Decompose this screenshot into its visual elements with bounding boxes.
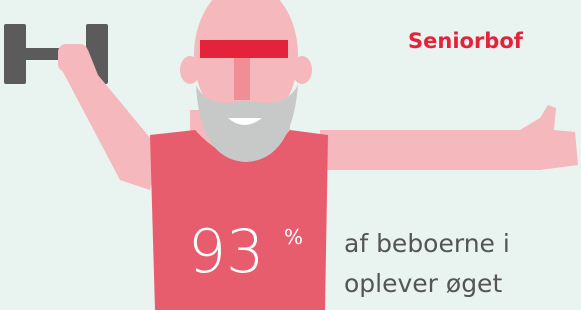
ear (180, 56, 200, 84)
stat-unit: % (284, 225, 303, 249)
stat-number: 93 (188, 217, 264, 287)
caption-line: oplever øget (344, 269, 502, 298)
caption-line: af beboerne i (344, 229, 510, 258)
brand: Seniorbof (408, 29, 524, 53)
illustration: Seniorbof 93 % af beboerne i oplever øge… (0, 0, 581, 310)
headband (200, 40, 288, 58)
ear (292, 56, 312, 84)
nose (234, 58, 250, 100)
left-hand (58, 44, 88, 72)
page: Seniorbof 93 % af beboerne i oplever øge… (0, 0, 581, 310)
